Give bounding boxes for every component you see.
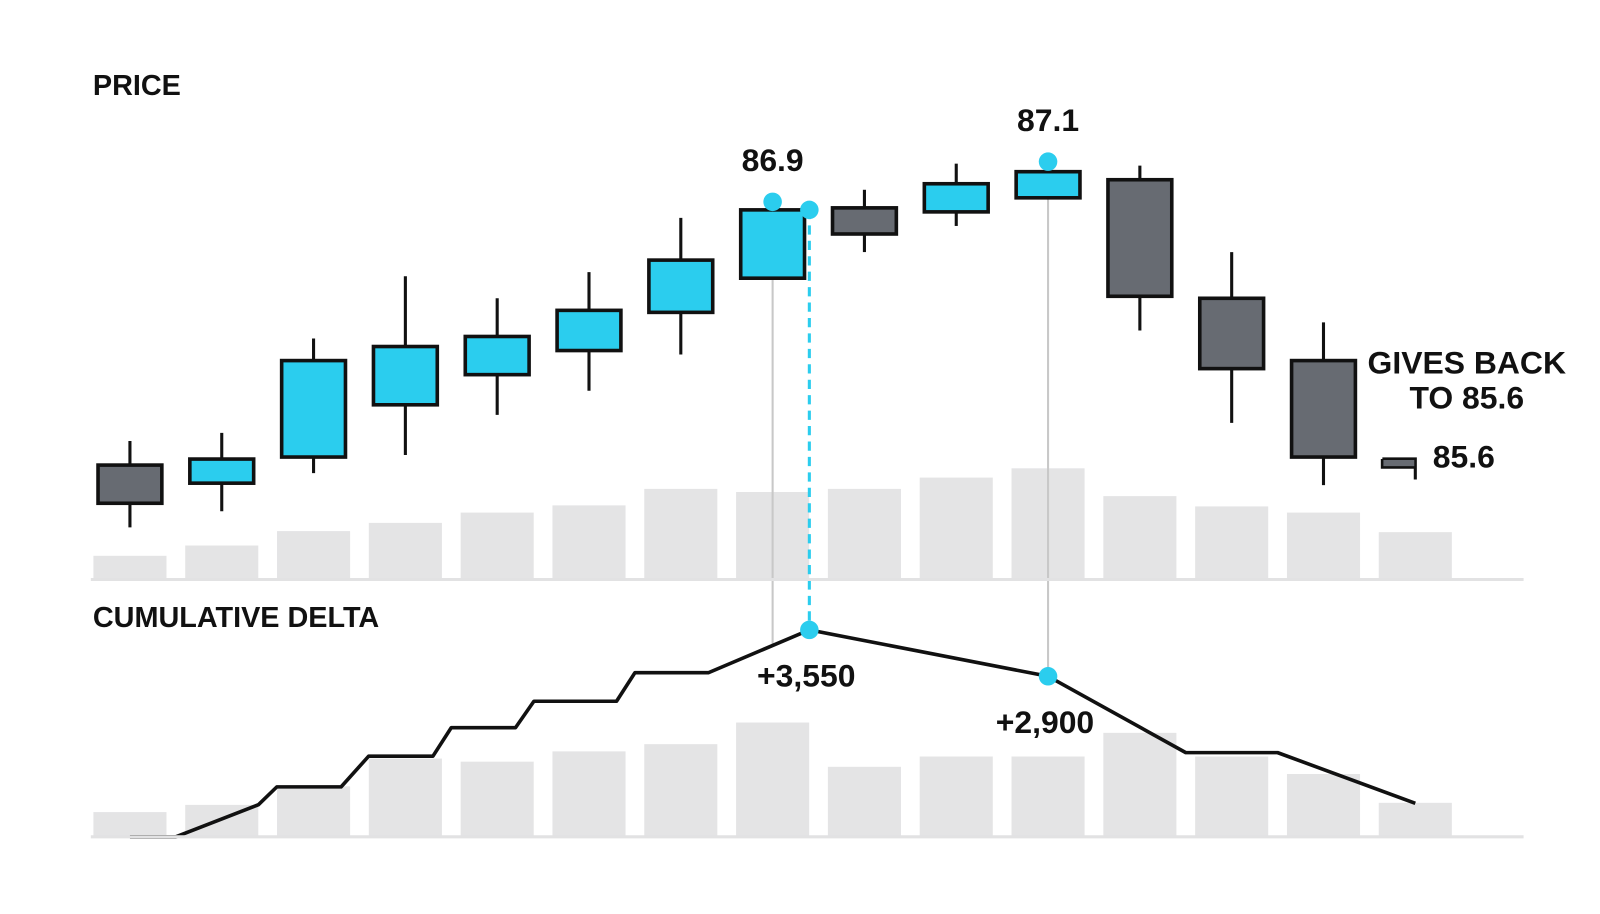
volume-bar — [552, 505, 626, 579]
volume-bar — [552, 751, 626, 836]
delta-highlight-label: +3,550 — [757, 658, 855, 694]
candle-body — [555, 308, 623, 353]
candle-body — [647, 258, 715, 315]
volume-bar — [1378, 532, 1452, 579]
candle-body — [463, 334, 531, 377]
volume-bar — [644, 744, 718, 836]
volume-bar — [827, 766, 901, 836]
volume-bar — [1378, 802, 1452, 836]
last-price-marker — [1380, 457, 1417, 480]
volume-bar — [277, 786, 351, 836]
volume-bar — [827, 488, 901, 579]
volume-bar — [93, 812, 167, 836]
volume-bar — [368, 522, 442, 579]
volume-bar — [93, 555, 167, 579]
volume-bar — [1103, 732, 1177, 836]
last-price-box — [1383, 459, 1415, 467]
highlight-label: 86.9 — [742, 142, 804, 178]
delta-highlight-dot — [1038, 667, 1058, 686]
volume-bar — [1195, 756, 1269, 836]
volume-bar — [644, 488, 718, 579]
candle-body — [922, 181, 990, 214]
price-title: PRICE — [93, 70, 181, 102]
volume-bar — [277, 531, 351, 579]
candle-body — [1289, 358, 1358, 459]
candle-body — [1106, 177, 1174, 299]
highlight-label: 87.1 — [1017, 102, 1079, 138]
volume-bar — [185, 545, 259, 579]
volume-bar — [460, 512, 534, 579]
volume-bar — [460, 761, 534, 836]
last-price-label: 85.6 — [1433, 438, 1495, 474]
candle-body — [279, 358, 348, 459]
volume-bar — [1195, 506, 1269, 579]
highlight-dot — [763, 192, 782, 212]
volume-bar — [368, 758, 442, 836]
candle-body — [371, 344, 440, 407]
volume-bar — [736, 722, 810, 836]
volume-bar — [919, 477, 993, 579]
volume-bar — [1286, 774, 1361, 836]
note: TO 85.6 — [1409, 380, 1524, 416]
candle-body — [738, 208, 807, 281]
candle-body — [1014, 169, 1082, 200]
delta-title: CUMULATIVE DELTA — [93, 602, 380, 634]
bars-layer — [93, 161, 1452, 836]
candle-body — [1197, 296, 1266, 371]
note: GIVES BACK — [1368, 345, 1566, 381]
delta-highlight-label: +2,900 — [996, 704, 1094, 740]
volume-bar — [1103, 496, 1177, 579]
volume-bar — [1011, 756, 1085, 836]
delta-highlight-dot — [800, 620, 819, 640]
highlight-dot — [1038, 152, 1058, 171]
candle-body — [96, 463, 164, 506]
volume-bar — [919, 756, 993, 836]
candle-body — [188, 457, 256, 485]
peak-top-dot — [800, 200, 819, 220]
delta-line — [129, 628, 1416, 839]
candle-body — [830, 206, 899, 236]
volume-bar — [1286, 512, 1361, 579]
